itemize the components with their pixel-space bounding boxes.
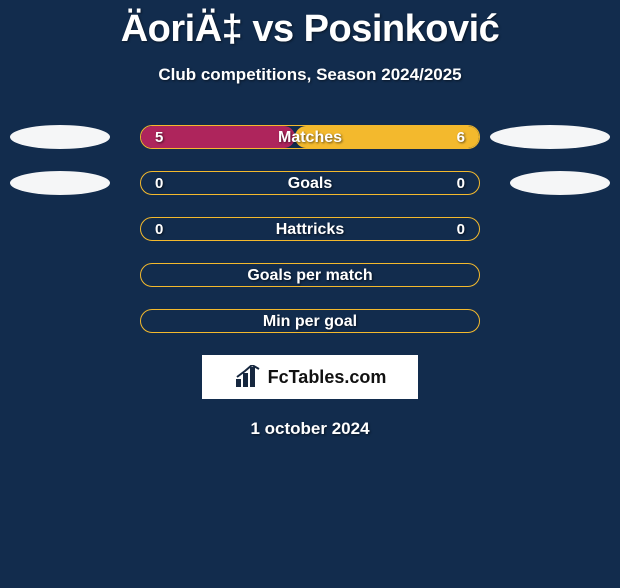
comparison-row: Min per goal	[0, 309, 620, 333]
comparison-row: 00Goals	[0, 171, 620, 195]
comparison-rows: 56Matches 00Goals 00Hattricks Goals per mat…	[0, 125, 620, 333]
fctables-logo: FcTables.com	[202, 355, 418, 399]
stat-label: Goals	[141, 172, 479, 195]
right-ellipse	[510, 171, 610, 195]
stat-pill: Goals per match	[140, 263, 480, 287]
date-text: 1 october 2024	[0, 419, 620, 439]
stat-pill: Min per goal	[140, 309, 480, 333]
comparison-row: 56Matches	[0, 125, 620, 149]
page-title: ÄoriÄ‡ vs Posinković	[0, 8, 620, 51]
comparison-row: Goals per match	[0, 263, 620, 287]
stat-label: Goals per match	[141, 264, 479, 287]
stat-pill: 00Goals	[140, 171, 480, 195]
right-ellipse	[490, 125, 610, 149]
stat-label: Min per goal	[141, 310, 479, 333]
logo-container: FcTables.com	[0, 355, 620, 399]
logo-text: FcTables.com	[268, 367, 387, 388]
left-ellipse	[10, 125, 110, 149]
left-ellipse	[10, 171, 110, 195]
comparison-row: 00Hattricks	[0, 217, 620, 241]
stat-label: Matches	[141, 126, 479, 149]
stat-pill: 00Hattricks	[140, 217, 480, 241]
stat-label: Hattricks	[141, 218, 479, 241]
subtitle: Club competitions, Season 2024/2025	[0, 65, 620, 85]
stat-pill: 56Matches	[140, 125, 480, 149]
bars-icon	[234, 365, 262, 389]
